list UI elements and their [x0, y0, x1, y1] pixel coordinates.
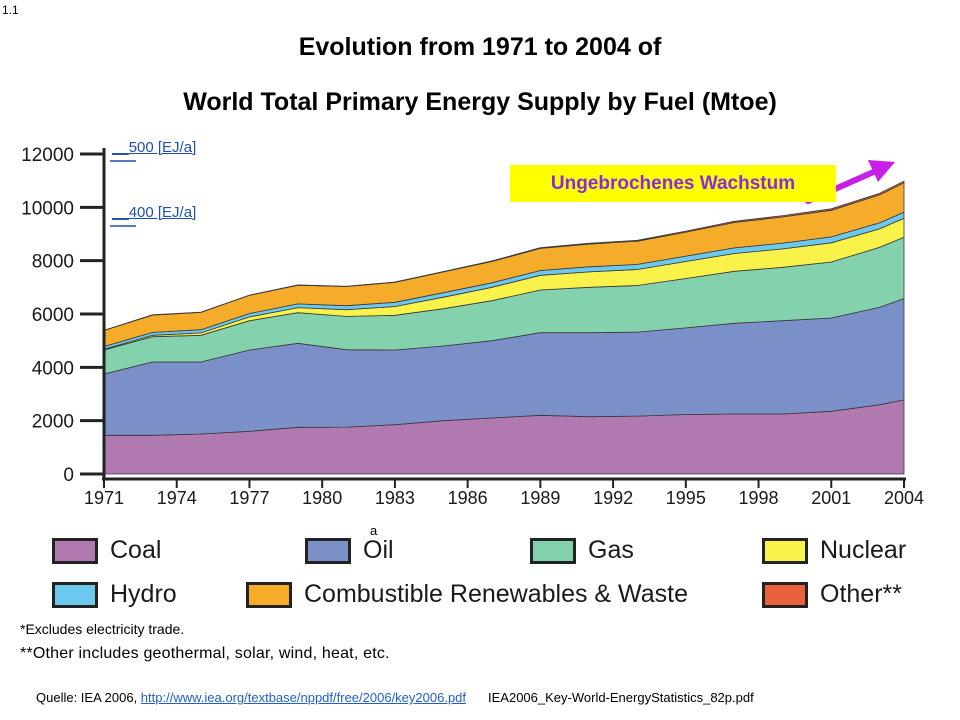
y-tick-label-2000: 2000: [32, 412, 74, 433]
source-line: Quelle: IEA 2006, http://www.iea.org/tex…: [36, 690, 754, 705]
y-tick-label-4000: 4000: [32, 358, 74, 379]
legend-item-nuclear: Nuclear: [762, 536, 906, 565]
footnote-electricity: *Excludes electricity trade.: [20, 621, 185, 637]
legend-swatch-hydro: [52, 581, 98, 608]
page-subtitle: World Total Primary Energy Supply by Fue…: [183, 88, 777, 116]
tick-label-layer: 0 2000 4000 6000 8000 10000 12000 1971 1974 1977 1…: [21, 145, 924, 508]
y-tick-label-6000: 6000: [32, 305, 74, 326]
legend-label-nuclear: Nuclear: [820, 536, 907, 564]
legend-label-renewables: Combustible Renewables & Waste: [304, 580, 688, 608]
legend-label-oil: Oil: [363, 536, 394, 564]
y-tick-label-10000: 10000: [21, 198, 74, 219]
page-title: Evolution from 1971 to 2004 of: [298, 33, 662, 61]
x-tick-label-2001: 2001: [811, 488, 851, 508]
legend-item-hydro: Hydro: [52, 580, 177, 609]
legend: Coal Oil Gas Nuclear Hydro Combustible R…: [0, 530, 960, 615]
legend-item-renewables: Combustible Renewables & Waste: [246, 580, 688, 609]
x-tick-label-1980: 1980: [302, 488, 342, 508]
energy-supply-chart: 0 2000 4000 6000 8000 10000 12000 1971 1974 1977 1…: [21, 145, 924, 508]
legend-swatch-renewables: [246, 581, 292, 608]
x-tick-label-1989: 1989: [520, 488, 560, 508]
growth-arrow-head: [868, 160, 895, 182]
x-tick-label-1992: 1992: [593, 488, 633, 508]
x-tick-label-1974: 1974: [157, 488, 197, 508]
x-tick-label-1986: 1986: [448, 488, 488, 508]
legend-label-hydro: Hydro: [110, 580, 177, 608]
source-prefix: Quelle: IEA 2006,: [36, 690, 141, 705]
slide-number: 1.1: [2, 3, 19, 17]
annotation-400-ej-line: __: [112, 204, 129, 221]
y-tick-label-0: 0: [63, 465, 74, 486]
legend-swatch-coal: [52, 537, 98, 564]
legend-label-other: Other**: [820, 580, 902, 608]
stray-letter: a: [370, 523, 378, 538]
legend-label-coal: Coal: [110, 536, 162, 564]
x-tick-label-1998: 1998: [739, 488, 779, 508]
source-link[interactable]: http://www.iea.org/textbase/nppdf/free/2…: [140, 690, 467, 705]
annotation-500-ej-line: __: [112, 139, 129, 156]
legend-swatch-gas: [530, 537, 576, 564]
legend-item-other: Other**: [762, 580, 902, 609]
legend-item-coal: Coal: [52, 536, 161, 565]
annotation-400-ej-text: 400 [EJ/a]: [128, 204, 197, 221]
growth-callout: Ungebrochenes Wachstum: [510, 165, 836, 202]
x-tick-label-1977: 1977: [229, 488, 269, 508]
x-tick-label-1995: 1995: [666, 488, 706, 508]
area-layer: [103, 180, 905, 475]
legend-swatch-other: [762, 581, 808, 608]
y-tick-label-8000: 8000: [32, 252, 74, 273]
footnote-other: **Other includes geothermal, solar, wind…: [20, 645, 390, 662]
legend-swatch-oil: [305, 537, 351, 564]
x-tick-label-1983: 1983: [375, 488, 415, 508]
x-tick-label-2004: 2004: [884, 488, 924, 508]
axes-layer: [80, 148, 906, 488]
annotation-400-ej: __400 [EJ/a]: [112, 204, 196, 221]
y-tick-label-12000: 12000: [21, 145, 74, 166]
legend-label-gas: Gas: [588, 536, 634, 564]
legend-item-oil: Oil: [305, 536, 394, 565]
legend-item-gas: Gas: [530, 536, 634, 565]
source-file: IEA2006_Key-World-EnergyStatistics_82p.p…: [488, 690, 754, 705]
annotation-500-ej: __500 [EJ/a]: [112, 139, 196, 156]
area-other: [103, 180, 905, 332]
x-tick-label-1971: 1971: [84, 488, 124, 508]
annotation-500-ej-text: 500 [EJ/a]: [128, 139, 197, 156]
legend-swatch-nuclear: [762, 537, 808, 564]
